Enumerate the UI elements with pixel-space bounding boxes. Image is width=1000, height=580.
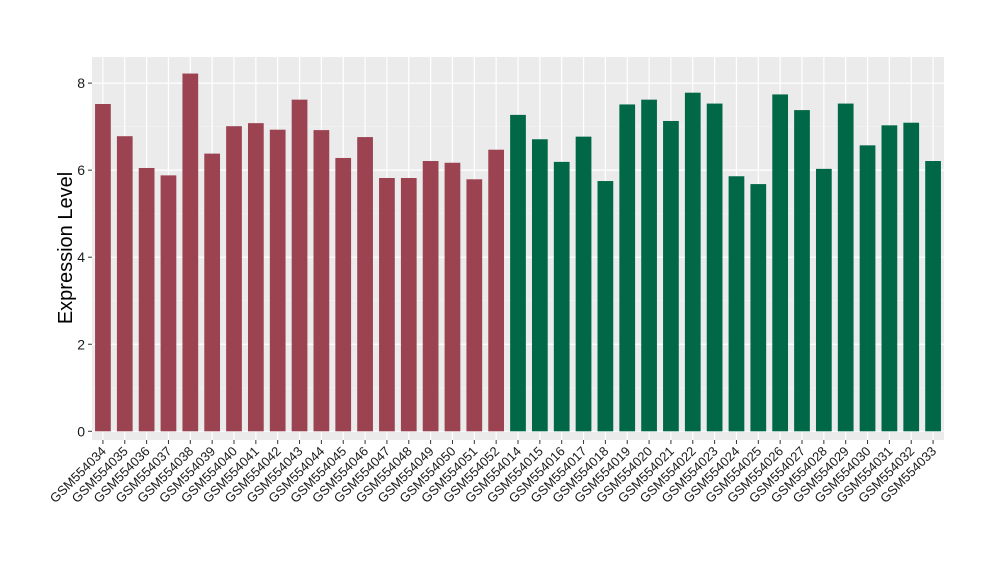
bar-GSM554029 <box>837 103 854 432</box>
bar-GSM554047 <box>379 177 395 432</box>
bar-GSM554030 <box>859 145 876 432</box>
bar-GSM554032 <box>903 122 920 432</box>
bar-GSM554050 <box>444 162 461 432</box>
bar-GSM554052 <box>488 149 505 432</box>
y-tick-label: 2 <box>77 336 85 352</box>
bar-GSM554041 <box>247 123 264 432</box>
bar-GSM554034 <box>95 104 111 432</box>
bar-GSM554042 <box>269 129 286 432</box>
bar-GSM554045 <box>335 157 352 432</box>
bar-GSM554019 <box>619 104 636 432</box>
bar-GSM554048 <box>400 177 417 432</box>
bar-GSM554049 <box>422 161 439 432</box>
bar-GSM554038 <box>182 73 199 432</box>
x-axis: GSM554034GSM554035GSM554036GSM554037GSM5… <box>47 440 939 506</box>
bar-GSM554026 <box>772 94 789 432</box>
y-tick-label: 0 <box>77 423 85 439</box>
bar-GSM554037 <box>160 175 177 432</box>
bar-GSM554016 <box>553 161 570 432</box>
bar-GSM554033 <box>925 161 941 432</box>
y-axis: 0 2 4 6 8 <box>77 75 92 439</box>
bar-GSM554015 <box>531 139 548 432</box>
bar-GSM554035 <box>116 136 133 432</box>
bar-GSM554043 <box>291 99 308 432</box>
bar-GSM554022 <box>684 92 701 432</box>
bar-GSM554023 <box>706 103 723 432</box>
bar-GSM554028 <box>815 168 832 432</box>
bar-GSM554031 <box>881 125 898 432</box>
bar-GSM554021 <box>663 120 679 432</box>
bar-GSM554044 <box>313 130 330 432</box>
bar-GSM554039 <box>204 153 221 432</box>
bars <box>95 73 941 432</box>
y-tick-label: 4 <box>77 249 85 265</box>
bar-GSM554036 <box>138 167 155 432</box>
bar-GSM554040 <box>226 126 242 432</box>
bar-GSM554017 <box>575 136 592 432</box>
bar-GSM554025 <box>750 184 767 432</box>
y-tick-label: 6 <box>77 162 85 178</box>
bar-GSM554046 <box>357 137 373 432</box>
bar-GSM554024 <box>728 176 745 432</box>
y-tick-label: 8 <box>77 75 85 91</box>
bar-GSM554020 <box>641 99 657 432</box>
y-axis-title: Expression Level <box>55 172 77 324</box>
bar-GSM554018 <box>597 181 614 432</box>
bar-GSM554027 <box>794 110 810 432</box>
bar-GSM554014 <box>510 114 526 432</box>
bar-GSM554051 <box>466 179 483 432</box>
